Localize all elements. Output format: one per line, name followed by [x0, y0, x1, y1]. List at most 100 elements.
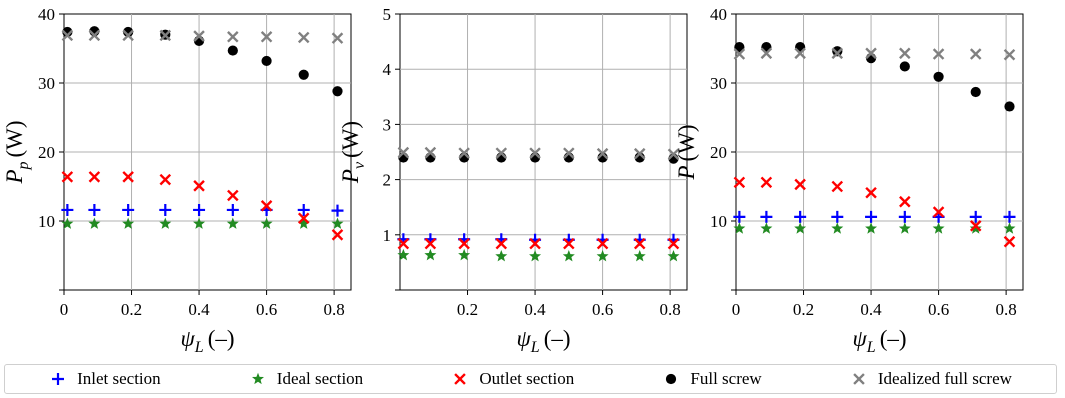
data-point	[261, 55, 272, 67]
y-axis-label-unit: (W)	[2, 120, 27, 157]
series-outlet	[733, 176, 1016, 248]
data-point	[227, 31, 239, 43]
data-point	[458, 237, 470, 250]
series-ideal	[61, 217, 344, 229]
data-point	[1004, 101, 1015, 112]
data-point	[529, 147, 541, 159]
x-axis-label-symbol: ψ	[180, 326, 195, 351]
y-tick-label: 10	[38, 212, 55, 231]
y-tick-label: 30	[38, 74, 55, 93]
x-axis-label-unit: (–)	[544, 326, 571, 351]
legend-marker-shape	[853, 373, 865, 385]
series-inlet	[61, 203, 344, 217]
x-tick-label: 0.2	[121, 300, 142, 319]
data-point	[969, 210, 982, 223]
y-tick-label: 30	[710, 74, 727, 93]
data-point	[61, 29, 74, 42]
data-point	[865, 186, 877, 199]
data-point	[633, 147, 646, 160]
data-point	[297, 212, 310, 225]
legend-item-ideal: Ideal section	[249, 369, 363, 389]
x-axis-label-unit: (–)	[880, 326, 907, 351]
y-axis-label-symbol: P	[674, 165, 699, 180]
series-ideal	[733, 222, 1016, 234]
data-point	[397, 237, 410, 250]
data-point	[831, 47, 844, 60]
data-point	[733, 222, 746, 234]
data-point	[596, 147, 609, 160]
data-point	[331, 32, 344, 44]
data-point	[331, 229, 344, 241]
data-point	[969, 48, 982, 60]
data-point	[932, 206, 945, 218]
data-point	[122, 203, 135, 216]
data-point	[933, 71, 944, 82]
data-point	[424, 248, 437, 261]
x-tick-label: 0.8	[323, 300, 344, 319]
data-point	[831, 180, 844, 193]
data-point	[193, 217, 206, 229]
y-tick-label: 5	[383, 5, 392, 24]
data-point	[159, 203, 172, 216]
x-axis-label-subscript: L	[530, 339, 540, 356]
data-point	[760, 176, 773, 189]
data-point	[899, 195, 911, 208]
data-point	[122, 171, 134, 183]
series-inlet	[733, 210, 1016, 223]
legend-marker-shape	[454, 373, 467, 385]
data-point	[88, 203, 101, 216]
y-tick-label: 40	[38, 5, 55, 24]
data-point	[794, 222, 807, 234]
data-point	[932, 48, 945, 60]
data-point	[1003, 235, 1016, 248]
data-point	[297, 203, 310, 216]
x-axis-label-symbol: ψ	[852, 326, 867, 351]
data-point	[424, 237, 437, 250]
data-point	[1003, 222, 1016, 234]
legend-label-idealized: Idealized full screw	[877, 369, 1012, 388]
y-axis-label: P (W)	[674, 124, 699, 180]
data-point	[227, 45, 238, 56]
data-point	[898, 210, 911, 223]
y-tick-label: 4	[383, 60, 392, 79]
x-tick-label: 0.4	[524, 300, 546, 319]
star-marker-icon	[251, 372, 264, 385]
x-marker-icon	[853, 373, 865, 385]
legend-marker-shape	[52, 373, 65, 385]
data-point	[331, 204, 344, 217]
data-point	[424, 146, 437, 159]
series-outlet	[397, 237, 680, 250]
y-tick-label: 10	[710, 212, 727, 231]
data-point	[733, 210, 746, 223]
y-axis-label-unit: (W)	[674, 124, 699, 161]
series-idealized	[397, 146, 680, 160]
y-tick-label: 20	[38, 143, 55, 162]
x-axis-label: ψL (–)	[180, 326, 234, 356]
y-axis-label: Pp (W)	[2, 120, 32, 184]
series-idealized	[733, 47, 1016, 61]
data-point	[596, 250, 609, 262]
y-axis-label-subscript: v	[351, 161, 368, 169]
series-outlet	[61, 171, 344, 241]
data-point	[297, 31, 310, 44]
data-point	[969, 222, 982, 234]
data-point	[297, 217, 310, 229]
data-point	[969, 220, 982, 232]
x-marker-icon	[454, 373, 467, 385]
data-point	[193, 203, 206, 216]
data-point	[61, 217, 74, 229]
x-axis-label: ψL (–)	[516, 326, 570, 356]
y-tick-label: 40	[710, 5, 727, 24]
data-point	[495, 250, 508, 262]
legend-label-ideal: Ideal section	[276, 369, 364, 388]
panel-p-plot: 0 0.2 0.4 0.6 0.8 10 20 30 40 ψL (–) P (W)	[674, 5, 1024, 356]
x-axis-label-unit: (–)	[208, 326, 235, 351]
data-point	[458, 147, 470, 159]
data-point	[397, 146, 410, 159]
y-axis-label-symbol: P	[338, 169, 363, 184]
x-axis-label-subscript: L	[866, 339, 876, 356]
data-point	[733, 48, 746, 60]
data-point	[733, 176, 746, 189]
data-point	[495, 237, 508, 250]
data-point	[832, 46, 843, 57]
